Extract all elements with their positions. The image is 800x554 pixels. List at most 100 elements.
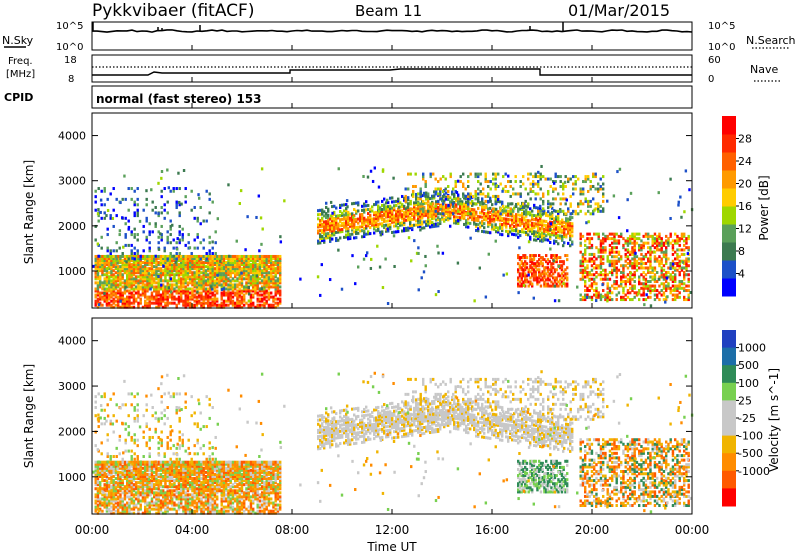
power-cell [355,232,358,236]
power-cell [499,224,502,228]
power-cell [247,277,250,281]
power-cell [597,293,600,297]
power-cell [114,277,118,281]
power-cell [538,270,541,274]
power-cell [683,232,686,236]
power-cell [153,254,156,258]
power-cell [455,209,458,213]
power-cell [471,218,474,222]
power-cell [403,223,406,227]
power-cell [687,295,690,299]
power-cell [383,223,386,227]
power-cell [529,213,532,217]
power-cell [615,259,618,263]
power-cell [557,192,560,196]
power-cell [631,237,634,241]
power-cell [151,208,154,212]
power-cell [421,216,424,220]
power-cell [494,239,497,243]
power-cell [319,241,322,245]
power-cell [660,239,663,243]
power-cell [567,229,570,233]
power-cell [554,209,557,213]
power-cell [421,222,424,226]
power-cell [574,180,577,184]
power-cell [247,303,250,307]
power-cell [442,212,445,216]
power-cell [647,266,650,270]
power-cell [150,267,154,271]
power-cell [541,223,544,227]
power-cell [395,218,398,222]
power-cell [529,254,532,258]
power-cell [182,303,185,307]
power-cell [114,275,118,279]
power-colorbar-tick: 12 [738,223,752,236]
power-cell [200,263,203,267]
power-cell [339,220,342,224]
power-cell [357,209,360,213]
power-cell [130,287,133,291]
power-cell [220,295,223,299]
power-cell [631,248,634,252]
power-cell [157,275,160,279]
power-cell [502,209,505,213]
power-cell [563,241,566,245]
power-cell [403,215,406,219]
power-cell [123,301,127,305]
power-cell [452,204,455,208]
power-cell [272,283,275,287]
power-cell [341,221,344,225]
power-cell [272,265,275,269]
power-cell [397,205,401,209]
power-cell [676,234,679,238]
power-cell [676,268,679,272]
power-cell [112,289,115,293]
power-cell [551,223,554,227]
power-cell [546,258,550,262]
power-cell [555,239,558,243]
power-cell [249,271,253,275]
power-cell [184,261,187,265]
power-cell [385,211,388,215]
power-cell [154,224,157,228]
power-cell [276,301,280,305]
power-cell [150,281,154,285]
power-cell [263,303,266,307]
power-cell [561,222,564,226]
power-cell [157,181,160,185]
power-cell [181,235,184,239]
power-cell [186,275,190,279]
power-cell [184,287,187,291]
power-cell [229,254,232,258]
power-cell [157,287,160,291]
power-cell [319,219,322,223]
power-cell [505,223,508,227]
power-cell [680,232,684,236]
power-cell [126,263,129,267]
power-cell [261,271,264,275]
power-cell [323,210,326,214]
power-cell [481,209,484,213]
power-cell [276,271,280,275]
power-cell [647,268,650,272]
power-cell [439,204,442,208]
power-cell [274,256,277,260]
power-cell [227,295,230,299]
power-cell [671,266,675,270]
power-cell [191,295,194,299]
power-cell [169,224,172,228]
power-cell [405,228,408,232]
power-cell [649,261,652,265]
power-cell [501,200,504,204]
power-cell [222,259,226,263]
power-cell [525,212,528,216]
power-cell [651,275,654,279]
velocity-cell [94,501,97,505]
power-cell [145,197,148,201]
power-cell [132,283,136,287]
power-cell [395,220,398,224]
power-cell [126,275,129,279]
power-cell [465,225,468,229]
power-cell [274,287,277,291]
